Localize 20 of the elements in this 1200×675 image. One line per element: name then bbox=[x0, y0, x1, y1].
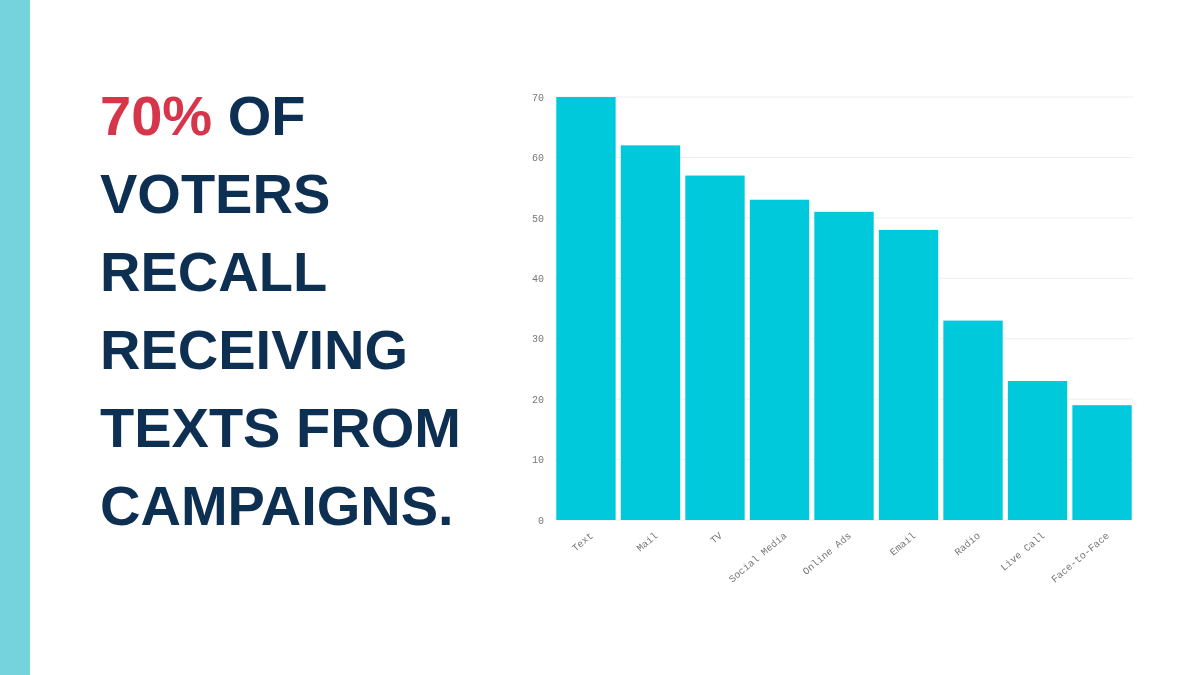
bar bbox=[685, 175, 745, 520]
bar bbox=[1072, 405, 1132, 520]
bar bbox=[749, 199, 810, 520]
bar bbox=[620, 145, 681, 520]
bar bbox=[878, 229, 939, 520]
bar bbox=[814, 211, 874, 520]
y-tick-label: 60 bbox=[531, 153, 544, 165]
bar bbox=[943, 320, 1003, 520]
x-tick-label: Text bbox=[570, 530, 596, 555]
y-tick-label: 50 bbox=[531, 213, 544, 225]
y-tick-label: 70 bbox=[531, 92, 544, 104]
x-tick-label: TV bbox=[708, 530, 725, 547]
y-tick-label: 10 bbox=[531, 455, 544, 467]
y-tick-label: 30 bbox=[531, 334, 544, 346]
y-tick-label: 0 bbox=[537, 515, 544, 527]
text: 70% OF VOTERS RECALL RECEIVING TEXTS FROM CAMPAIGNS. bbox=[100, 84, 461, 537]
bar bbox=[556, 97, 616, 520]
bar bbox=[1007, 381, 1068, 520]
y-tick-label: 20 bbox=[531, 394, 544, 406]
y-tick-label: 40 bbox=[531, 273, 544, 285]
